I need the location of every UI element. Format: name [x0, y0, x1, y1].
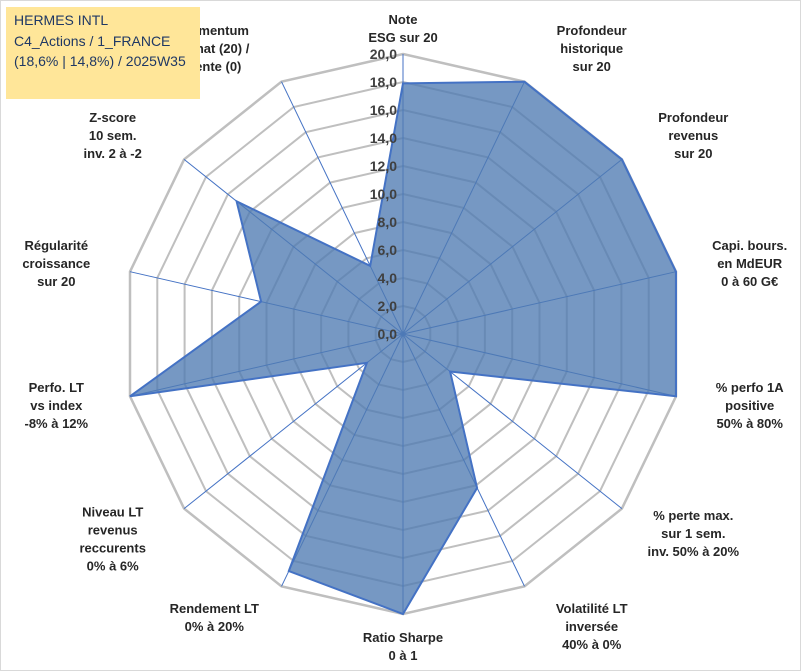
axis-label-line: Vente (0) — [187, 59, 241, 74]
axis-label: Z-score 10 sem. inv. 2 à -2 — [84, 110, 142, 161]
axis-label-line: vs index — [30, 398, 83, 413]
axis-label: Capi. bours. en MdEUR 0 à 60 G€ — [712, 238, 787, 289]
stock-category: C4_Actions / 1_FRANCE — [14, 32, 171, 49]
radar-tick-labels: 0,0 2,0 4,0 6,0 8,0 10,0 12,0 14,0 16,0 18,0 20,0 — [370, 46, 397, 342]
axis-label-line: revenus — [88, 523, 138, 538]
axis-label-line: inv. 2 à -2 — [84, 146, 142, 161]
tick-label: 18,0 — [370, 74, 397, 90]
axis-label-line: % perfo 1A — [716, 380, 785, 395]
axis-label: Profondeur revenus sur 20 — [658, 110, 728, 161]
axis-label-line: 10 sem. — [89, 128, 137, 143]
axis-label-line: inversée — [565, 619, 618, 634]
axis-label-line: 0% à 6% — [87, 559, 139, 574]
axis-label: Régularité croissance sur 20 — [22, 238, 90, 289]
tick-label: 12,0 — [370, 158, 397, 174]
axis-label: % perte max. sur 1 sem. inv. 50% à 20% — [648, 508, 740, 559]
axis-label-line: Niveau LT — [82, 505, 143, 520]
axis-label-line: en MdEUR — [717, 256, 783, 271]
stock-name: HERMES INTL — [14, 12, 109, 28]
axis-label-line: Régularité — [25, 238, 89, 253]
axis-label-line: -8% à 12% — [25, 416, 89, 431]
tick-label: 2,0 — [378, 298, 398, 314]
axis-label: Profondeur historique sur 20 — [557, 23, 627, 74]
tick-label: 8,0 — [378, 214, 398, 230]
axis-label-line: croissance — [22, 256, 90, 271]
tick-label: 16,0 — [370, 102, 397, 118]
axis-label: % perfo 1A positive 50% à 80% — [716, 380, 785, 431]
axis-label-line: sur 20 — [37, 274, 75, 289]
axis-label-line: ESG sur 20 — [368, 30, 437, 45]
axis-label-line: reccurents — [79, 541, 145, 556]
radar-series — [129, 80, 677, 616]
axis-label-line: sur 20 — [573, 59, 611, 74]
tick-label: 0,0 — [378, 326, 398, 342]
tick-label: 20,0 — [370, 46, 397, 62]
axis-label-line: sur 20 — [674, 146, 712, 161]
axis-label-line: Profondeur — [557, 23, 627, 38]
axis-label-line: Rendement LT — [170, 601, 259, 616]
axis-label-line: sur 1 sem. — [661, 526, 725, 541]
axis-label-line: 0 à 60 G€ — [721, 274, 778, 289]
axis-label: Perfo. LT vs index -8% à 12% — [25, 380, 89, 431]
axis-label-line: positive — [725, 398, 774, 413]
axis-label-line: historique — [560, 41, 623, 56]
axis-label: Note ESG sur 20 — [368, 12, 437, 45]
axis-label-line: Volatilité LT — [556, 601, 628, 616]
series-area — [129, 80, 677, 616]
axis-label-line: revenus — [668, 128, 718, 143]
axis-label-line: Perfo. LT — [29, 380, 84, 395]
stock-info-box: HERMES INTL C4_Actions / 1_FRANCE (18,6%… — [6, 7, 200, 99]
axis-label-line: Note — [389, 12, 418, 27]
axis-label-line: Profondeur — [658, 110, 728, 125]
tick-label: 10,0 — [370, 186, 397, 202]
axis-label: Rendement LT 0% à 20% — [170, 601, 259, 634]
axis-label-line: Ratio Sharpe — [363, 630, 443, 645]
axis-label: Niveau LT revenus reccurents 0% à 6% — [79, 505, 145, 574]
stock-stats: (18,6% | 14,8%) / 2025W35 — [14, 53, 186, 69]
radar-axis-labels: Note ESG sur 20 Profondeur historique sur 20… — [22, 12, 787, 663]
axis-label-line: 0% à 20% — [185, 619, 245, 634]
axis-label: Ratio Sharpe 0 à 1 — [363, 630, 443, 663]
axis-label-line: 40% à 0% — [562, 637, 622, 652]
axis-label-line: 0 à 1 — [389, 648, 418, 663]
axis-label-line: 50% à 80% — [716, 416, 783, 431]
axis-label-line: Capi. bours. — [712, 238, 787, 253]
tick-label: 14,0 — [370, 130, 397, 146]
axis-label-line: inv. 50% à 20% — [648, 544, 740, 559]
tick-label: 6,0 — [378, 242, 398, 258]
axis-label-line: Z-score — [89, 110, 136, 125]
tick-label: 4,0 — [378, 270, 398, 286]
axis-label: Volatilité LT inversée 40% à 0% — [556, 601, 628, 652]
axis-label-line: % perte max. — [653, 508, 733, 523]
